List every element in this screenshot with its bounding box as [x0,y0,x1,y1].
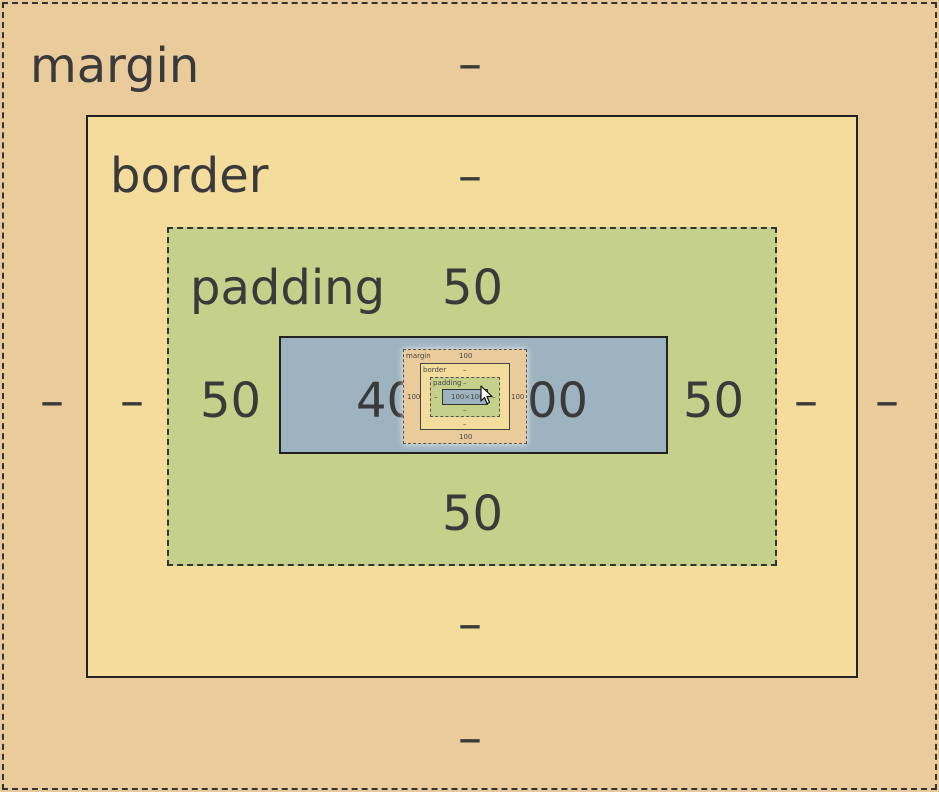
mini-margin-top-value: 100 [459,352,473,360]
border-label: border [110,148,269,204]
mini-padding-left-value: – [434,393,438,401]
mini-border-label: border [423,366,447,374]
margin-bottom-value[interactable]: – [458,710,482,766]
border-top-value[interactable]: – [458,148,482,204]
mini-content-size: 100×100 [451,393,484,401]
mini-border-bottom-value: – [463,420,467,428]
margin-label: margin [30,38,200,94]
border-right-value[interactable]: – [794,373,818,429]
mini-padding-top-value: – [463,379,467,387]
margin-right-value[interactable]: – [875,373,899,429]
mini-padding-label: padding [433,379,462,387]
padding-left-value[interactable]: 50 [200,373,262,429]
arrow-cursor-icon [480,385,494,409]
margin-left-value[interactable]: – [40,373,64,429]
mini-padding-bottom-value: – [463,406,467,414]
mini-border-top-value: – [463,366,467,374]
padding-right-value[interactable]: 50 [683,373,745,429]
padding-label: padding [190,260,386,316]
mini-margin-label: margin [406,352,431,360]
padding-top-value[interactable]: 50 [442,260,504,316]
margin-top-value[interactable]: – [458,36,482,92]
mini-margin-bottom-value: 100 [459,433,473,441]
border-bottom-value[interactable]: – [458,596,482,652]
mini-padding-right-value: – [492,393,496,401]
mini-margin-left-value: 100 [407,393,421,401]
mini-margin-right-value: 100 [511,393,525,401]
content-size-right-fragment: 00 [527,373,589,429]
border-left-value[interactable]: – [120,373,144,429]
padding-bottom-value[interactable]: 50 [442,486,504,542]
